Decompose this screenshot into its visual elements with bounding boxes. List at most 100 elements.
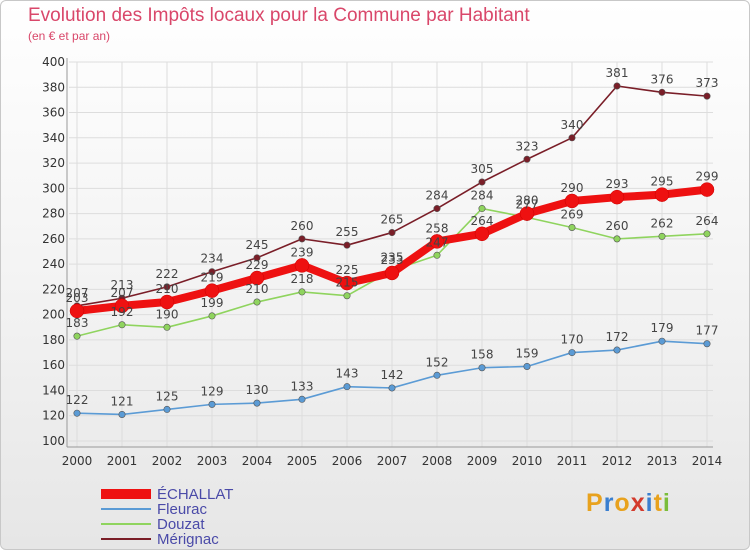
data-point-douzat (118, 321, 126, 329)
y-tick-label: 160 (42, 358, 65, 372)
data-point-douzat (163, 323, 171, 331)
data-point-douzat (298, 288, 306, 296)
series-lines (69, 82, 715, 418)
chart-title: Evolution des Impôts locaux pour la Comm… (28, 5, 530, 26)
y-tick-label: 280 (42, 207, 65, 221)
logo-letter: i (662, 489, 671, 517)
data-label-fleurac: 170 (561, 333, 584, 347)
data-point-douzat (433, 251, 441, 259)
data-point-merignac (658, 88, 666, 96)
x-tick-label: 2010 (512, 454, 543, 468)
data-point-fleurac (658, 337, 666, 345)
data-label-merignac: 255 (336, 225, 359, 239)
x-tick-label: 2007 (377, 454, 408, 468)
x-tick-label: 2002 (152, 454, 183, 468)
y-tick-label: 240 (42, 257, 65, 271)
tick-labels: 100 120 140 160 180 200 220 240 260 280 300 320 340 3… (42, 55, 722, 468)
grid (69, 61, 713, 447)
data-label-echallat: 293 (606, 177, 629, 191)
data-point-echallat (474, 226, 490, 242)
x-tick-label: 2012 (602, 454, 633, 468)
x-tick-label: 2013 (647, 454, 678, 468)
data-point-fleurac (568, 349, 576, 357)
data-label-echallat: 258 (426, 221, 449, 235)
legend-label-douzat: Douzat (157, 516, 205, 533)
data-label-merignac: 222 (156, 267, 179, 281)
data-point-echallat (339, 275, 355, 291)
data-point-echallat (564, 193, 580, 209)
data-label-merignac: 265 (381, 213, 404, 227)
data-label-echallat: 207 (111, 286, 134, 300)
data-label-echallat: 295 (651, 175, 674, 189)
data-label-fleurac: 142 (381, 368, 404, 382)
data-label-merignac: 207 (66, 286, 89, 300)
data-point-echallat (159, 294, 175, 310)
data-label-echallat: 299 (696, 170, 719, 184)
data-label-douzat: 264 (696, 214, 719, 228)
data-label-douzat: 260 (606, 219, 629, 233)
y-tick-label: 200 (42, 308, 65, 322)
data-point-douzat (703, 230, 711, 238)
data-point-echallat (114, 298, 130, 314)
data-point-merignac (388, 229, 396, 237)
data-label-douzat: 284 (471, 189, 494, 203)
data-label-echallat: 219 (201, 271, 224, 285)
data-point-fleurac (703, 340, 711, 348)
data-point-echallat (699, 182, 715, 197)
logo-letter: i (645, 489, 654, 517)
data-point-fleurac (73, 409, 81, 417)
data-point-fleurac (118, 410, 126, 418)
data-point-echallat (609, 189, 625, 205)
y-tick-label: 400 (42, 55, 65, 69)
data-point-douzat (343, 292, 351, 300)
x-tick-label: 2014 (692, 454, 723, 468)
x-tick-label: 2004 (242, 454, 273, 468)
data-label-merignac: 260 (291, 219, 314, 233)
data-label-fleurac: 177 (696, 324, 719, 338)
data-point-echallat (384, 265, 400, 281)
data-label-merignac: 234 (201, 252, 224, 266)
data-label-douzat: 199 (201, 296, 224, 310)
data-point-echallat (249, 270, 265, 286)
legend-label-merignac: Mérignac (157, 531, 219, 548)
data-point-merignac (298, 235, 306, 243)
logo-letter: o (614, 489, 631, 517)
x-tick-label: 2003 (197, 454, 228, 468)
data-label-douzat: 183 (66, 316, 89, 330)
proxiti-logo: Proxiti (586, 489, 671, 518)
data-label-fleurac: 152 (426, 355, 449, 369)
x-tick-label: 2006 (332, 454, 363, 468)
data-point-fleurac (298, 395, 306, 403)
data-label-fleurac: 159 (516, 346, 539, 360)
data-label-echallat: 203 (66, 291, 89, 305)
data-point-merignac (568, 134, 576, 142)
data-label-echallat: 210 (156, 282, 179, 296)
data-label-merignac: 284 (426, 189, 449, 203)
data-label-echallat: 264 (471, 214, 494, 228)
data-label-merignac: 323 (516, 139, 539, 153)
data-point-fleurac (478, 364, 486, 372)
data-label-echallat: 290 (561, 181, 584, 195)
data-point-fleurac (163, 405, 171, 413)
data-point-merignac (343, 241, 351, 249)
data-label-douzat: 218 (291, 272, 314, 286)
x-tick-label: 2008 (422, 454, 453, 468)
data-point-douzat (73, 332, 81, 340)
data-label-fleurac: 172 (606, 330, 629, 344)
data-point-merignac (433, 205, 441, 213)
y-tick-label: 380 (42, 80, 65, 94)
data-label-douzat: 190 (156, 307, 179, 321)
data-label-echallat: 239 (291, 245, 314, 259)
y-tick-label: 300 (42, 181, 65, 195)
data-point-merignac (253, 254, 261, 262)
y-tick-label: 360 (42, 106, 65, 120)
data-label-merignac: 373 (696, 76, 719, 90)
data-label-douzat: 247 (426, 235, 449, 249)
data-label-merignac: 340 (561, 118, 584, 132)
data-point-echallat (519, 206, 535, 221)
data-point-douzat (568, 223, 576, 231)
data-point-echallat (294, 258, 310, 273)
